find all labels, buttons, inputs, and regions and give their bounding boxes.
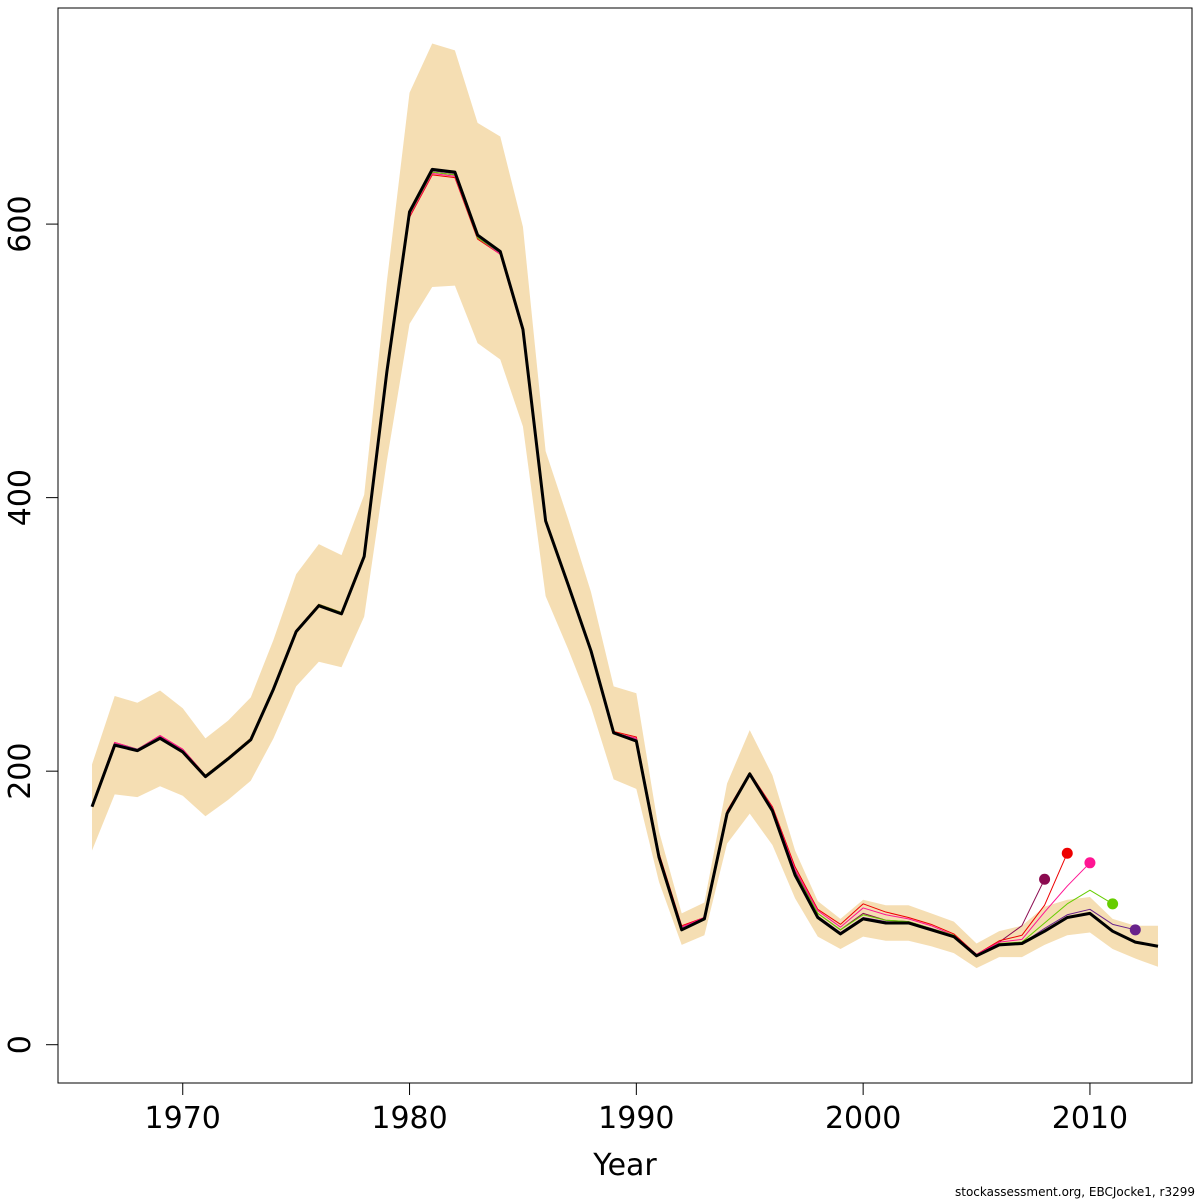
plot-frame bbox=[57, 7, 1193, 1084]
endpoint-layer bbox=[1039, 847, 1141, 936]
y-axis: 0 200 400 600 bbox=[3, 195, 58, 1054]
y-tick-label: 400 bbox=[3, 469, 38, 526]
confidence-band bbox=[92, 43, 1158, 969]
series-endpoint-retro-5 bbox=[1129, 924, 1141, 936]
x-tick-label: 2010 bbox=[1052, 1101, 1128, 1136]
confidence-band-layer bbox=[92, 43, 1158, 969]
y-tick-label: 0 bbox=[3, 1035, 38, 1054]
y-tick-label: 200 bbox=[3, 743, 38, 800]
x-tick-label: 2000 bbox=[825, 1101, 901, 1136]
y-tick-label: 600 bbox=[3, 195, 38, 252]
series-line-main bbox=[90, 167, 1159, 958]
series-endpoint-retro-3 bbox=[1084, 857, 1096, 869]
series-endpoint-retro-2 bbox=[1061, 847, 1073, 859]
x-axis: 1970 1980 1990 2000 2010 bbox=[145, 1083, 1128, 1136]
series-endpoint-retro-4 bbox=[1107, 898, 1119, 910]
series-endpoint-retro-1 bbox=[1039, 873, 1051, 885]
credit-text: stockassessment.org, EBCJocke1, r3299 bbox=[955, 1185, 1195, 1199]
x-axis-title: Year bbox=[592, 1148, 657, 1183]
x-tick-label: 1980 bbox=[371, 1101, 447, 1136]
series-layer bbox=[90, 167, 1159, 958]
x-tick-label: 1970 bbox=[145, 1101, 221, 1136]
x-tick-label: 1990 bbox=[598, 1101, 674, 1136]
